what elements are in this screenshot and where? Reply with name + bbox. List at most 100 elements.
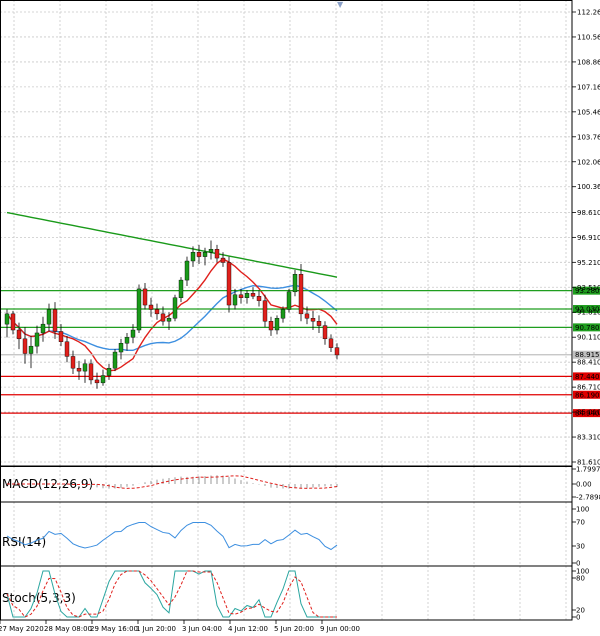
candle-body <box>316 321 322 326</box>
level-label: 92.030 <box>575 306 600 314</box>
price-tick-label: 88.410 <box>577 359 600 367</box>
indicator-tick-label: 0.00 <box>576 481 592 489</box>
indicator-panels: MACD(12,26,9)1.79970.00-2.7898RSI(14)100… <box>2 466 600 622</box>
time-label: 1 Jun 20:00 <box>136 625 176 633</box>
indicator-tick-label: 1.7997 <box>576 466 600 474</box>
stoch-signal-line <box>6 570 337 618</box>
indicator-label: RSI(14) <box>2 535 46 549</box>
candle-body <box>280 309 286 319</box>
candle-body <box>16 329 22 340</box>
price-tick-label: 107.160 <box>577 83 600 91</box>
price-axis: 112.260 110.560 108.860 107.160 105.460 103.7… <box>572 9 600 467</box>
candle-body <box>70 356 76 369</box>
stoch-main-line <box>6 570 337 618</box>
candle-body <box>328 338 334 348</box>
indicator-tick-label: 0 <box>576 560 580 568</box>
candle-body <box>106 367 112 376</box>
price-tick-label: 93.510 <box>577 284 600 292</box>
candle-body <box>304 313 310 319</box>
candle-body <box>136 288 142 331</box>
indicator-tick-label: -2.7898 <box>576 494 600 502</box>
candle-body <box>118 343 124 353</box>
candle-body <box>4 313 10 325</box>
price-tick-label: 95.210 <box>577 259 600 267</box>
candle-body <box>124 337 130 344</box>
candle-body <box>238 294 244 298</box>
time-label: 5 Jun 20:00 <box>274 625 314 633</box>
indicator-tick-label: 30 <box>576 543 585 551</box>
price-tick-label: 83.310 <box>577 434 600 442</box>
candle-body <box>298 274 304 315</box>
candle-body <box>184 260 190 281</box>
time-label: 4 Jun 12:00 <box>228 625 268 633</box>
time-label: 9 Jun 00:00 <box>320 625 360 633</box>
indicator-label: Stoch(5,3,3) <box>2 591 76 605</box>
price-tick-label: 86.710 <box>577 384 600 392</box>
price-tick-label: 91.810 <box>577 309 600 317</box>
candle-body <box>94 379 100 384</box>
time-label: 27 May 2020 <box>0 625 44 633</box>
candle-body <box>10 313 16 331</box>
candle-body <box>46 309 52 325</box>
candle-body <box>250 293 256 297</box>
candle-body <box>22 338 28 354</box>
level-label-box <box>573 305 600 314</box>
panel-frames <box>0 0 573 621</box>
candle-body <box>196 251 202 257</box>
ma-green-line <box>6 211 338 278</box>
candle-body <box>322 325 328 340</box>
candle-body <box>310 318 316 322</box>
candle-body <box>286 291 292 310</box>
level-label-box <box>573 323 600 332</box>
level-label-box <box>573 372 600 381</box>
candle-body <box>334 347 340 356</box>
time-label: 3 Jun 04:00 <box>182 625 222 633</box>
candle-body <box>214 249 220 259</box>
candle-body <box>82 363 88 372</box>
level-label: 90.780 <box>575 324 600 332</box>
price-tick-label: 90.110 <box>577 334 600 342</box>
price-tick-label: 108.860 <box>577 58 600 66</box>
indicator-panel-frame <box>0 501 573 567</box>
horizontal-levels: 93.280 92.030 90.780 88.915 87.440 86.190 84.9… <box>0 286 600 418</box>
scroll-marker-icon[interactable]: ▼ <box>337 0 344 9</box>
candle-body <box>166 318 172 322</box>
candle-body <box>202 251 208 257</box>
price-tick-label: 98.610 <box>577 209 600 217</box>
candle-body <box>142 288 148 306</box>
indicator-tick-label: 100 <box>576 506 589 514</box>
price-tick-label: 81.610 <box>577 459 600 467</box>
level-label: 87.440 <box>575 373 600 381</box>
candle-body <box>256 296 262 301</box>
candle-body <box>208 249 214 253</box>
price-tick-label: 105.460 <box>577 108 600 116</box>
level-label-box <box>573 350 600 359</box>
candle-body <box>28 345 34 354</box>
time-label: 29 May 16:00 <box>90 625 138 633</box>
indicator-tick-label: 0 <box>576 614 580 622</box>
candle-body <box>112 351 118 369</box>
price-tick-label: 96.910 <box>577 234 600 242</box>
candle-body <box>274 318 280 331</box>
level-label: 93.280 <box>575 287 600 295</box>
candle-body <box>64 341 70 357</box>
candle-body <box>172 297 178 319</box>
candle-body <box>244 293 250 298</box>
candle-body <box>178 279 184 298</box>
candle-body <box>220 257 226 263</box>
candle-body <box>268 321 274 331</box>
indicator-panel-frame <box>0 565 573 621</box>
candle-body <box>154 309 160 315</box>
candle-body <box>190 251 196 262</box>
candle-body <box>226 262 232 306</box>
grid <box>0 0 572 620</box>
candle-body <box>58 331 64 342</box>
candle-body <box>148 304 154 310</box>
level-label-box <box>573 409 600 418</box>
price-tick-label: 85.010 <box>577 409 600 417</box>
level-label-box <box>573 286 600 295</box>
price-candles <box>4 240 340 389</box>
main-panel-frame <box>0 0 573 467</box>
